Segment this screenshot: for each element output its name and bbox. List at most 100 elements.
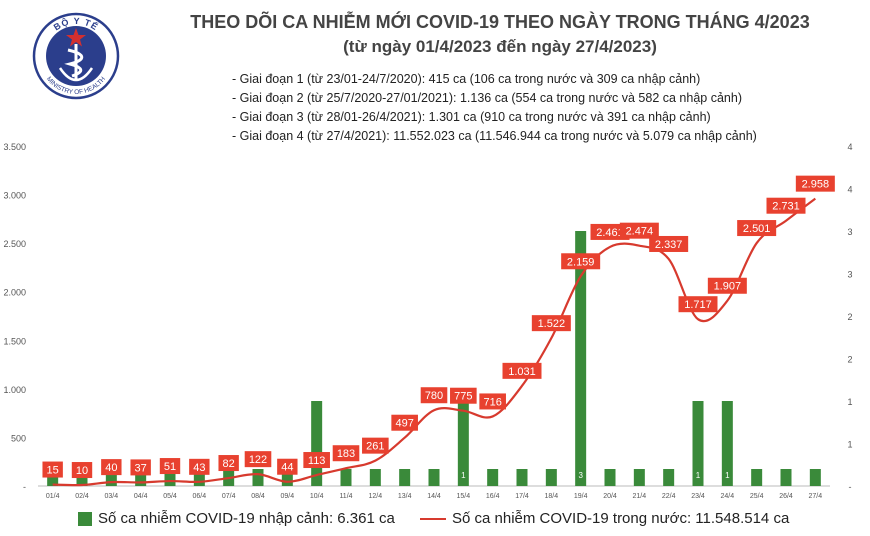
x-tick-label: 21/4 [633,493,647,500]
x-tick-label: 27/4 [809,493,823,500]
line-value-label: 183 [337,448,355,460]
bar-imported [545,469,557,486]
x-tick-label: 03/4 [105,493,119,500]
line-value-box [479,393,506,410]
bar-value-label: 1 [461,471,466,480]
bar-imported [457,401,469,486]
x-tick-label: 02/4 [75,493,89,500]
legend-label-domestic: Số ca nhiễm COVID-19 trong nước: 11.548.… [452,510,790,527]
bar-imported [692,401,704,486]
line-value-label: 1.031 [508,366,536,378]
bar-imported [340,469,352,486]
line-value-box [244,451,272,468]
phase-3-text: - Giai đoạn 3 (từ 28/01-26/4/2021): 1.30… [232,110,711,124]
line-value-box [189,458,210,475]
left-tick-label: 2.000 [3,288,26,298]
x-tick-label: 16/4 [486,493,500,500]
bar-imported [399,469,411,486]
bar-imported [809,469,821,486]
line-value-label: 40 [105,462,117,474]
x-tick-label: 23/4 [691,493,705,500]
line-value-box [159,458,181,475]
line-value-label: 1.522 [538,318,566,330]
bar-imported [428,469,440,486]
x-tick-label: 26/4 [779,493,793,500]
line-value-box [450,387,477,404]
right-tick-label: 2 [847,355,852,365]
line-value-label: 10 [76,465,88,477]
line-value-box [766,197,806,214]
line-value-label: 2.461 [596,227,624,239]
bar-imported [252,469,264,486]
line-value-box [130,459,151,476]
phase-4-text: - Giai đoạn 4 (từ 27/4/2021): 11.552.023… [232,129,757,143]
line-value-label: 497 [395,418,413,430]
bar-imported [164,469,176,486]
bar-imported [633,469,645,486]
phase-2-text: - Giai đoạn 2 (từ 25/7/2020-27/01/2021):… [232,91,742,105]
line-value-label: 15 [47,465,59,477]
x-tick-label: 07/4 [222,493,236,500]
line-value-box [42,461,63,478]
line-value-label: 1.907 [714,281,742,293]
right-tick-label: 4 [847,142,852,152]
line-value-box [707,277,747,294]
line-value-label: 780 [425,390,443,402]
line-value-label: 2.159 [567,256,595,268]
line-value-label: 113 [308,455,326,467]
x-tick-label: 11/4 [339,493,352,500]
line-value-label: 2.731 [772,201,800,213]
x-tick-label: 14/4 [427,493,441,500]
x-tick-label: 09/4 [281,493,295,500]
right-tick-label: 1 [847,440,852,450]
bar-imported [575,231,587,486]
bar-imported [604,469,616,486]
line-value-box [101,459,122,476]
phase-1-text: - Giai đoạn 1 (từ 23/01-24/7/2020): 415 … [232,72,701,86]
left-tick-label: 1.500 [3,336,26,346]
left-tick-label: 3.500 [3,142,26,152]
legend-swatch-line [420,517,446,520]
bar-imported [780,469,792,486]
x-tick-label: 20/4 [603,493,617,500]
x-tick-label: 10/4 [310,493,324,500]
right-tick-label: - [849,482,852,492]
line-value-label: 37 [135,462,147,474]
right-tick-label: 1 [847,397,852,407]
x-tick-label: 13/4 [398,493,412,500]
x-tick-label: 04/4 [134,493,148,500]
line-value-box [619,222,659,239]
x-tick-label: 17/4 [515,493,529,500]
x-tick-label: 19/4 [574,493,588,500]
line-value-label: 2.501 [743,223,771,235]
right-tick-label: 2 [847,312,852,322]
bar-imported [311,401,323,486]
x-tick-label: 18/4 [545,493,559,500]
legend-item-imported: Số ca nhiễm COVID-19 nhập cảnh: 6.361 ca [78,510,395,527]
ministry-of-health-logo: BỘ Y TẾ MINISTRY OF HEALTH [32,12,120,100]
line-value-box [303,452,330,469]
star-icon [66,28,86,47]
line-value-box [502,362,542,379]
line-value-box [561,253,601,270]
x-tick-label: 01/4 [46,493,60,500]
bar-imported [751,469,763,486]
bar-imported [487,469,499,486]
line-value-label: 1.717 [684,299,712,311]
line-value-label: 44 [281,462,293,474]
line-value-label: 775 [454,391,472,403]
chart-subtitle: (từ ngày 01/4/2023 đến ngày 27/4/2023) [343,37,657,56]
line-value-box [590,223,630,240]
line-value-box [737,220,777,237]
line-value-box [71,462,93,479]
line-value-label: 2.474 [626,226,654,238]
left-tick-label: - [23,482,26,492]
right-tick-label: 3 [847,270,852,280]
bar-imported [721,401,733,486]
phase-summary: - Giai đoạn 1 (từ 23/01-24/7/2020): 415 … [232,70,757,146]
bar-imported [516,469,528,486]
x-tick-label: 08/4 [251,493,265,500]
legend-item-domestic: Số ca nhiễm COVID-19 trong nước: 11.548.… [420,510,789,527]
line-value-box [795,175,835,192]
